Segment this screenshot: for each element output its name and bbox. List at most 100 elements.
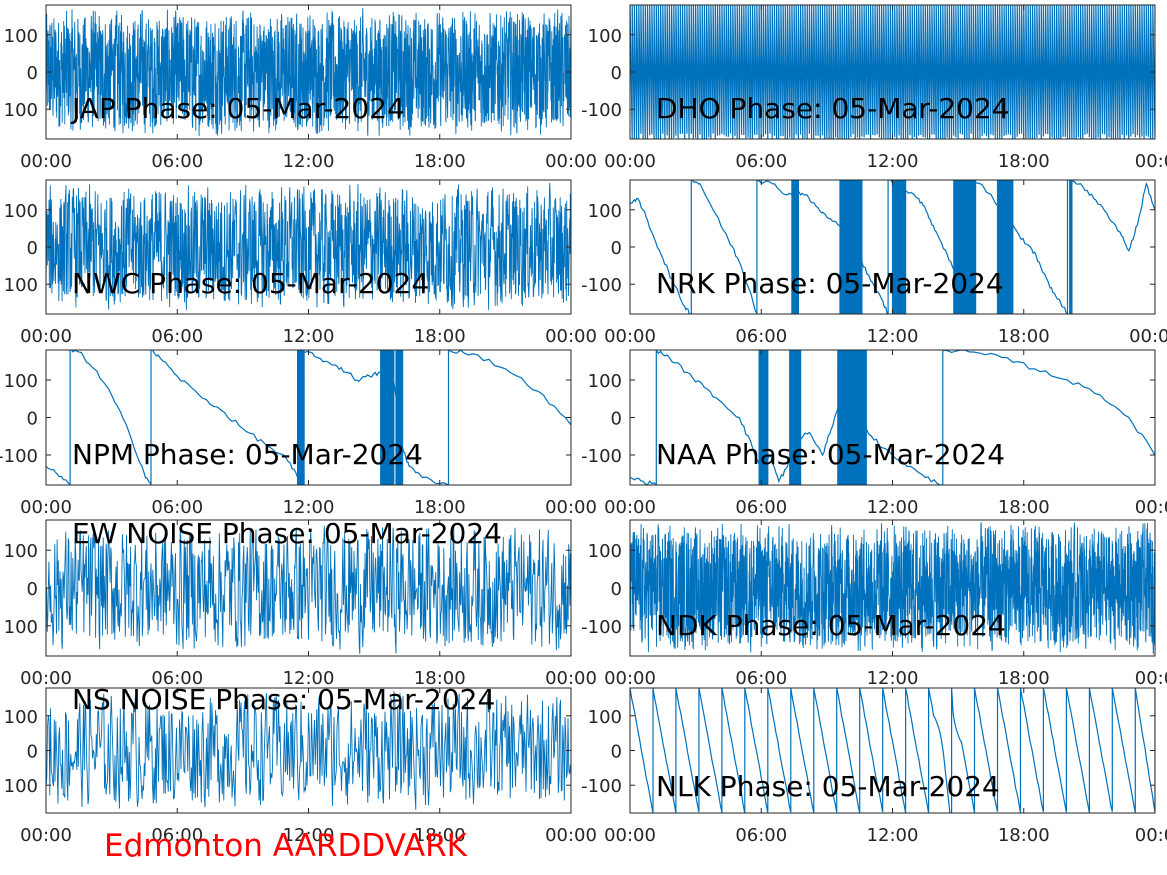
y-tick-label: -100 xyxy=(581,446,622,467)
y-tick-label: 100 xyxy=(588,201,622,222)
x-tick-label: 06:00 xyxy=(735,825,787,846)
y-tick-label: 100 xyxy=(4,776,38,797)
x-tick-label: 06:00 xyxy=(151,668,203,689)
y-tick-label: -100 xyxy=(0,446,38,467)
x-tick-label: 18:00 xyxy=(998,151,1050,172)
footer-label: Edmonton AARDDVARK xyxy=(104,828,468,864)
x-tick-label: 00:00 xyxy=(545,326,597,347)
x-tick-label: 00:00 xyxy=(545,825,597,846)
panel-title: NDK Phase: 05-Mar-2024 xyxy=(656,609,1006,642)
x-tick-label: 06:00 xyxy=(151,151,203,172)
x-tick-label: 06:00 xyxy=(735,151,787,172)
panel-ns-noise: 00:00 06:00 12:00 18:00 00:00 100 0 100 NS NOISE… xyxy=(4,683,597,846)
x-tick-label: 18:00 xyxy=(414,151,466,172)
series-line xyxy=(630,350,1155,485)
panel-jap: 00:00 06:00 12:00 18:00 00:00 100 0 100 JAP Phas… xyxy=(4,4,597,172)
x-tick-label: 06:00 xyxy=(151,825,203,846)
panel-title: JAP Phase: 05-Mar-2024 xyxy=(70,92,405,125)
y-tick-label: 0 xyxy=(27,742,38,763)
panel-title: EW NOISE Phase: 05-Mar-2024 xyxy=(72,517,502,550)
panel-ew-noise: 00:00 06:00 12:00 18:00 00:00 100 0 100 EW NOISE… xyxy=(4,517,597,689)
panel-nlk: 00:00 06:00 12:00 18:00 00:0 100 0 -100 NLK Phas… xyxy=(581,687,1167,846)
x-tick-label: 12:00 xyxy=(867,668,919,689)
x-tick-label: 00:00 xyxy=(20,151,72,172)
y-tick-label: 100 xyxy=(4,201,38,222)
series-line xyxy=(46,691,571,810)
panel-title: NWC Phase: 05-Mar-2024 xyxy=(72,267,429,300)
x-tick-label: 18:00 xyxy=(414,825,466,846)
x-tick-label: 06:00 xyxy=(151,326,203,347)
x-tick-label: 00:00 xyxy=(545,151,597,172)
x-tick-label: 12:00 xyxy=(867,825,919,846)
x-tick-label: 00:00 xyxy=(20,497,72,518)
x-tick-label: 18:00 xyxy=(998,825,1050,846)
series-line xyxy=(46,350,571,485)
x-tick-label: 00:00 xyxy=(20,668,72,689)
x-tick-label: 12:00 xyxy=(283,151,335,172)
y-tick-label: -100 xyxy=(581,275,622,296)
y-tick-label: 100 xyxy=(4,541,38,562)
series-line xyxy=(630,5,1155,139)
series-line xyxy=(46,7,571,137)
x-tick-label: 12:00 xyxy=(283,668,335,689)
y-tick-label: 100 xyxy=(588,541,622,562)
x-tick-label: 00:0 xyxy=(1135,497,1167,518)
y-tick-label: 0 xyxy=(27,579,38,600)
panel-title: NAA Phase: 05-Mar-2024 xyxy=(656,438,1005,471)
x-tick-label: 00:0 xyxy=(1135,151,1167,172)
x-tick-label: 12:00 xyxy=(867,497,919,518)
y-tick-label: 100 xyxy=(588,707,622,728)
x-tick-label: 06:00 xyxy=(735,497,787,518)
y-tick-label: 0 xyxy=(27,238,38,259)
y-tick-label: 100 xyxy=(4,26,38,47)
y-tick-label: 0 xyxy=(27,63,38,84)
y-tick-label: 100 xyxy=(4,100,38,121)
x-tick-label: 00:00 xyxy=(604,668,656,689)
x-tick-label: 00:00 xyxy=(604,497,656,518)
y-tick-label: 100 xyxy=(4,371,38,392)
x-tick-label: 00:00 xyxy=(20,825,72,846)
y-tick-label: 100 xyxy=(4,707,38,728)
y-tick-label: 0 xyxy=(611,742,622,763)
panel-nwc: 00:00 06:00 12:00 18:00 00:00 100 0 100 NWC Phas… xyxy=(4,179,597,347)
panel-title: NRK Phase: 05-Mar-2024 xyxy=(656,267,1004,300)
series-line xyxy=(46,182,571,310)
x-tick-label: 12:00 xyxy=(283,326,335,347)
x-tick-label: 18:00 xyxy=(998,497,1050,518)
y-tick-label: 0 xyxy=(611,238,622,259)
x-tick-label: 00:00 xyxy=(604,825,656,846)
panel-title: NS NOISE Phase: 05-Mar-2024 xyxy=(72,683,495,716)
x-tick-label: 18:00 xyxy=(414,326,466,347)
panel-title: DHO Phase: 05-Mar-2024 xyxy=(656,92,1010,125)
y-tick-label: 100 xyxy=(588,26,622,47)
x-tick-label: 00:00 xyxy=(604,326,656,347)
x-tick-label: 18:00 xyxy=(998,668,1050,689)
x-tick-label: 18:00 xyxy=(414,668,466,689)
x-tick-label: 00:0 xyxy=(1135,825,1167,846)
panel-npm: 00:00 06:00 12:00 18:00 00:00 100 0 -100 NPM Pha… xyxy=(0,349,597,518)
panel-dho: 00:00 06:00 12:00 18:00 00:0 100 0 -100 DHO Phas… xyxy=(581,4,1167,172)
x-tick-label: 12:00 xyxy=(867,151,919,172)
panel-title: NLK Phase: 05-Mar-2024 xyxy=(656,770,1000,803)
y-tick-label: 0 xyxy=(611,63,622,84)
x-tick-label: 12:00 xyxy=(283,497,335,518)
y-tick-label: 100 xyxy=(4,275,38,296)
x-tick-label: 00:00 xyxy=(545,497,597,518)
x-tick-label: 00:00 xyxy=(1129,326,1167,347)
x-tick-label: 00:00 xyxy=(604,151,656,172)
x-tick-label: 06:00 xyxy=(151,497,203,518)
x-tick-label: 00:0 xyxy=(1135,668,1167,689)
series-line xyxy=(630,688,1155,813)
x-tick-label: 00:00 xyxy=(545,668,597,689)
y-tick-label: 0 xyxy=(611,409,622,430)
panel-naa: 00:00 06:00 12:00 18:00 00:0 100 0 -100 NAA Phas… xyxy=(581,349,1167,518)
y-tick-label: 0 xyxy=(611,579,622,600)
x-tick-label: 18:00 xyxy=(414,497,466,518)
series-line xyxy=(630,180,1155,314)
y-tick-label: -100 xyxy=(581,100,622,121)
y-tick-label: 100 xyxy=(588,371,622,392)
y-tick-label: 100 xyxy=(4,617,38,638)
x-tick-label: 06:00 xyxy=(735,668,787,689)
series-line xyxy=(630,522,1155,655)
